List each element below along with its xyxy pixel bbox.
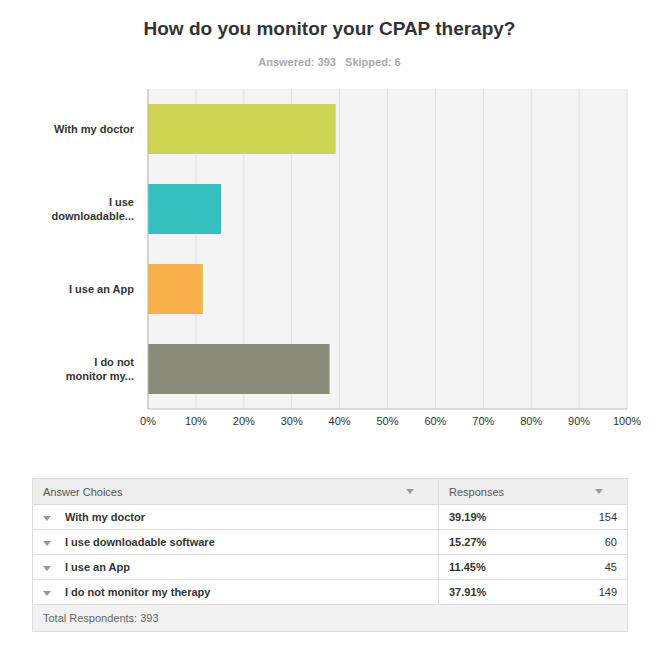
svg-text:30%: 30% bbox=[281, 415, 303, 427]
svg-text:70%: 70% bbox=[472, 415, 494, 427]
html-text:37.91%: 37.91% bbox=[449, 586, 487, 598]
svg-text:100%: 100% bbox=[613, 415, 641, 427]
svg-text:90%: 90% bbox=[568, 415, 590, 427]
html-text:With my doctor: With my doctor bbox=[65, 511, 145, 523]
svg-text:80%: 80% bbox=[520, 415, 542, 427]
svg-text:I usedownloadable...: I usedownloadable... bbox=[51, 196, 134, 222]
svg-text:I use an App: I use an App bbox=[69, 283, 134, 295]
html-text:11.45%: 11.45% bbox=[449, 561, 486, 573]
html-text:45: 45 bbox=[604, 561, 617, 573]
html-text:Responses: Responses bbox=[449, 485, 504, 498]
svg-text:20%: 20% bbox=[233, 415, 255, 427]
html-text:149: 149 bbox=[598, 586, 617, 598]
html-text:Answer Choices: Answer Choices bbox=[43, 485, 123, 498]
svg-text:50%: 50% bbox=[376, 415, 398, 427]
svg-text:With my doctor: With my doctor bbox=[54, 123, 135, 135]
svg-text:0%: 0% bbox=[140, 415, 156, 427]
svg-text:40%: 40% bbox=[329, 415, 351, 427]
svg-text:I do notmonitor my...: I do notmonitor my... bbox=[66, 356, 135, 382]
html-text:I use an App: I use an App bbox=[65, 561, 130, 573]
svg-text:60%: 60% bbox=[424, 415, 446, 427]
html-text:60: 60 bbox=[604, 536, 617, 548]
html-text:I do not monitor my therapy: I do not monitor my therapy bbox=[65, 586, 211, 598]
html-text:39.19%: 39.19% bbox=[449, 511, 487, 523]
html-text:154: 154 bbox=[598, 511, 617, 523]
svg-text:10%: 10% bbox=[185, 415, 207, 427]
html-text:I use downloadable software: I use downloadable software bbox=[65, 536, 215, 548]
html-text:Total Respondents: 393: Total Respondents: 393 bbox=[43, 612, 159, 624]
html-text:How do you monitor your CPAP t: How do you monitor your CPAP therapy? bbox=[143, 18, 516, 39]
html-text:Answered: 393 Skipped: 6: Answered: 393 Skipped: 6 bbox=[258, 56, 401, 68]
html-text:15.27%: 15.27% bbox=[449, 536, 487, 548]
